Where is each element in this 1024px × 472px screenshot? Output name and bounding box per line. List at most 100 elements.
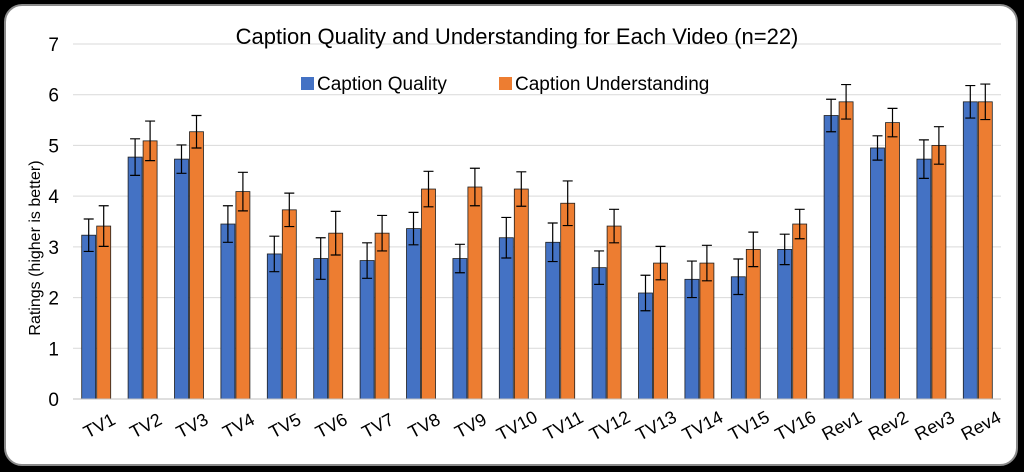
y-tick-label: 6 [48, 86, 59, 107]
bar-caption-quality-tv3 [174, 158, 189, 400]
bar-caption-quality-tv11 [545, 241, 561, 400]
bar-caption-understanding-tv15 [745, 248, 761, 400]
x-category-label: Rev4 [958, 407, 1005, 444]
error-bar-caption-quality-tv6 [315, 237, 326, 280]
bar-caption-understanding-tv13 [653, 262, 668, 400]
error-bar-caption-quality-rev2 [872, 135, 883, 161]
bar-caption-quality-tv5 [266, 253, 282, 400]
error-bar-caption-quality-rev1 [826, 98, 837, 133]
error-bar-caption-understanding-tv6 [330, 210, 341, 256]
error-bar-caption-understanding-rev4 [980, 83, 991, 121]
y-tick-label: 7 [48, 35, 59, 56]
bar-caption-understanding-tv7 [374, 232, 390, 400]
bar-caption-quality-tv10 [498, 237, 514, 400]
bar-caption-understanding-tv8 [421, 188, 436, 400]
bar-caption-understanding-tv14 [699, 262, 715, 400]
x-category-label: TV15 [725, 407, 772, 445]
bar-caption-understanding-tv9 [467, 186, 483, 400]
error-bar-caption-quality-tv15 [733, 258, 744, 296]
error-bar-caption-quality-tv3 [176, 144, 187, 174]
error-bar-caption-quality-rev3 [918, 139, 929, 179]
error-bar-caption-understanding-tv5 [284, 192, 295, 228]
bar-caption-quality-tv7 [359, 260, 375, 400]
error-bar-caption-quality-tv12 [594, 250, 605, 285]
bar-caption-quality-tv4 [220, 223, 236, 400]
bar-caption-understanding-tv4 [235, 191, 251, 400]
bar-caption-quality-tv16 [777, 248, 793, 400]
x-category-label: TV6 [312, 409, 351, 442]
error-bar-caption-quality-tv8 [408, 211, 419, 246]
bar-caption-quality-tv9 [452, 258, 468, 400]
y-axis-ticks: 0 1 2 3 4 5 6 7 [48, 35, 59, 411]
bar-caption-understanding-rev1 [838, 101, 854, 400]
x-category-label: Rev3 [911, 407, 958, 444]
x-category-label: TV13 [632, 407, 679, 445]
bar-caption-quality-rev2 [870, 147, 885, 400]
legend-label-caption-understanding: Caption Understanding [515, 74, 709, 95]
x-category-label: TV2 [127, 409, 166, 442]
error-bar-caption-quality-rev4 [965, 84, 976, 119]
error-bar-caption-understanding-rev3 [933, 126, 944, 165]
x-category-label: TV10 [493, 407, 540, 445]
bar-caption-understanding-tv6 [328, 232, 344, 400]
x-axis-categories: TV1 TV2 TV3 TV4 TV5 TV6 TV7 TV8 TV9 TV10 TV11 TV12 T… [80, 407, 1004, 445]
error-bar-caption-understanding-tv13 [655, 245, 666, 281]
bar-caption-understanding-tv5 [281, 209, 297, 400]
x-category-label: TV12 [586, 407, 633, 445]
error-bar-caption-understanding-tv14 [701, 244, 712, 282]
bar-caption-quality-rev1 [823, 115, 839, 400]
bar-caption-quality-tv8 [406, 228, 421, 400]
bar-caption-quality-tv2 [127, 156, 143, 400]
x-category-label: TV8 [405, 409, 444, 442]
x-category-label: TV3 [173, 409, 212, 442]
x-category-label: TV1 [80, 409, 119, 442]
bar-caption-understanding-tv12 [606, 225, 622, 400]
legend: Caption Quality Caption Understanding [301, 74, 709, 95]
error-bar-caption-understanding-tv3 [191, 114, 202, 149]
y-tick-label: 4 [48, 187, 59, 208]
error-bar-caption-understanding-tv12 [609, 208, 620, 244]
y-tick-label: 5 [48, 136, 59, 157]
error-bar-caption-quality-tv7 [362, 242, 373, 279]
x-category-label: TV5 [266, 409, 305, 442]
bar-caption-understanding-tv11 [560, 202, 576, 400]
x-category-label: TV11 [540, 407, 586, 444]
error-bar-caption-quality-tv2 [130, 138, 141, 176]
bar-caption-understanding-tv3 [189, 131, 204, 400]
error-bar-caption-understanding-tv9 [469, 167, 480, 207]
error-bar-caption-understanding-tv15 [748, 231, 759, 268]
error-bar-caption-understanding-rev1 [841, 83, 852, 120]
bar-caption-understanding-tv16 [792, 223, 808, 400]
error-bar-caption-understanding-tv4 [237, 171, 248, 212]
bar-caption-understanding-tv2 [142, 140, 158, 400]
error-bar-caption-understanding-tv10 [516, 171, 527, 207]
legend-swatch-caption-quality [301, 77, 314, 90]
x-category-label: TV14 [679, 407, 726, 445]
legend-label-caption-quality: Caption Quality [317, 74, 447, 95]
x-category-label: Rev2 [865, 407, 912, 444]
error-bar-caption-understanding-tv7 [377, 214, 388, 252]
bars [81, 101, 993, 400]
error-bar-caption-understanding-rev2 [887, 107, 898, 138]
error-bar-caption-quality-tv14 [686, 260, 697, 299]
chart-frame: 0 1 2 3 4 5 6 7 TV1 TV2 TV3 TV4 TV5 TV6 TV7 TV8 TV9 TV10… [4, 4, 1018, 466]
y-tick-label: 1 [48, 339, 59, 360]
error-bar-caption-understanding-tv2 [145, 120, 156, 162]
bar-caption-understanding-rev4 [977, 101, 993, 400]
bar-caption-understanding-rev2 [885, 122, 900, 400]
bar-caption-quality-rev3 [916, 158, 932, 400]
x-category-label: Rev1 [819, 407, 866, 444]
y-tick-label: 0 [48, 390, 59, 411]
error-bar-caption-quality-tv16 [779, 233, 790, 266]
bar-caption-quality-rev4 [962, 101, 978, 400]
bar-chart: 0 1 2 3 4 5 6 7 TV1 TV2 TV3 TV4 TV5 TV6 TV7 TV8 TV9 TV10… [27, 24, 1004, 445]
error-bar-caption-understanding-tv11 [562, 180, 573, 227]
error-bar-caption-understanding-tv8 [423, 170, 434, 208]
bar-caption-quality-tv1 [81, 234, 97, 400]
error-bar-caption-understanding-tv1 [98, 205, 109, 247]
y-tick-label: 3 [48, 238, 59, 259]
x-category-label: TV16 [772, 407, 819, 445]
bar-caption-quality-tv12 [591, 267, 607, 400]
chart-title: Caption Quality and Understanding for Ea… [236, 24, 799, 49]
error-bar-caption-quality-tv9 [454, 243, 465, 274]
